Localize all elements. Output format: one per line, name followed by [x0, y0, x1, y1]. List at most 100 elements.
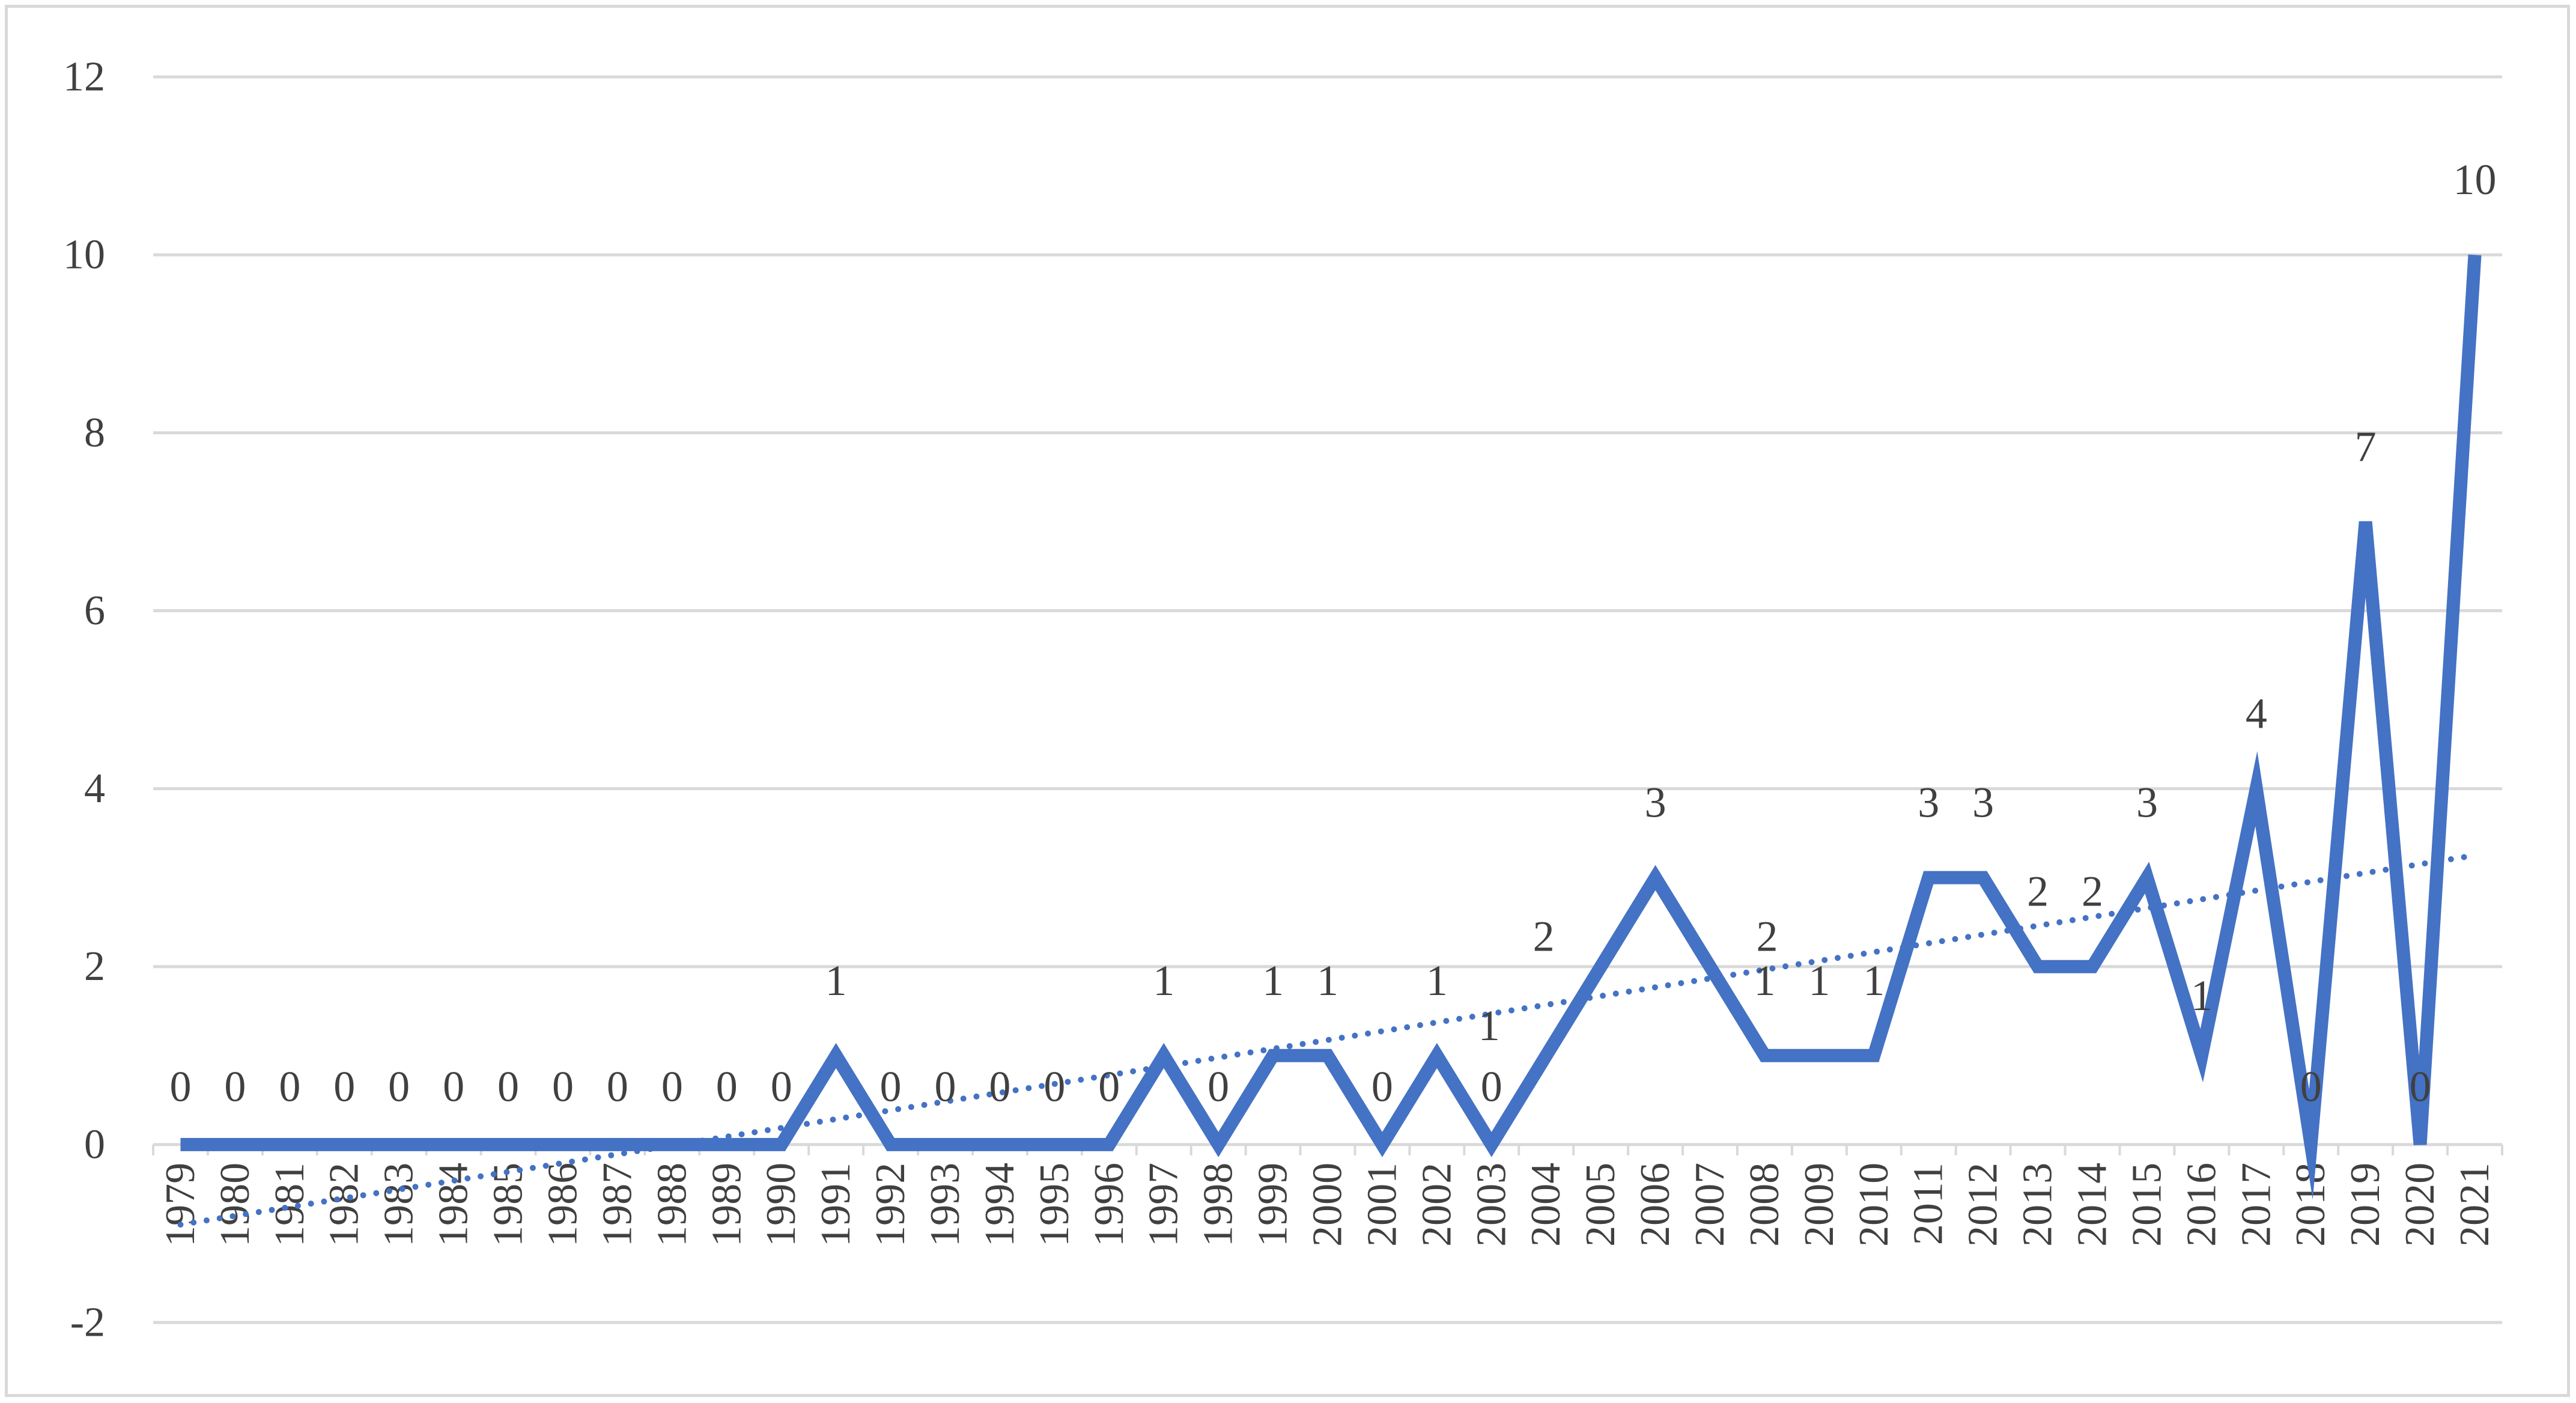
data-label: 0	[1043, 1063, 1065, 1111]
data-label: 0	[771, 1063, 792, 1111]
data-label: 3	[2136, 779, 2158, 827]
data-label: 0	[607, 1063, 628, 1111]
x-axis-tick-labels: 1979 1980 1981 1982 1983 1984 1985 1986 1987 1988…	[157, 1163, 2498, 1247]
x-tick-label: 1991	[813, 1163, 859, 1247]
x-tick-label: 1986	[539, 1163, 586, 1247]
x-tick-label: 1998	[1195, 1163, 1242, 1247]
x-tick-label: 2011	[1906, 1163, 1952, 1245]
x-tick-label: 2015	[2124, 1163, 2170, 1247]
x-tick-label: 2001	[1359, 1163, 1405, 1247]
data-label: 2	[2082, 868, 2103, 916]
data-label: 7	[2355, 422, 2377, 470]
y-tick-label: 10	[63, 232, 105, 278]
x-tick-label: 1994	[977, 1163, 1023, 1247]
data-label: 1	[1262, 957, 1284, 1005]
x-tick-label: 2004	[1523, 1163, 1569, 1247]
x-tick-label: 1990	[758, 1163, 804, 1247]
data-label: 1	[2191, 972, 2213, 1020]
data-label: 3	[1918, 779, 1939, 827]
data-label: 0	[661, 1063, 683, 1111]
y-tick-label: 12	[63, 54, 105, 100]
data-label: 0	[1481, 1063, 1502, 1111]
x-tick-label: 2005	[1578, 1163, 1624, 1247]
data-label: 0	[552, 1063, 574, 1111]
data-label: 0	[333, 1063, 355, 1111]
x-tick-label: 2021	[2452, 1163, 2498, 1247]
x-tick-label: 2009	[1796, 1163, 1842, 1247]
y-tick-label: 4	[84, 765, 105, 812]
data-label: 2	[1533, 913, 1555, 961]
y-tick-label: 8	[84, 410, 105, 456]
x-tick-label: 1981	[267, 1163, 313, 1247]
x-tick-label: 2008	[1742, 1163, 1788, 1247]
x-tick-label: 1993	[922, 1163, 968, 1247]
data-label: 0	[934, 1063, 956, 1111]
data-label: 1	[1808, 957, 1830, 1005]
data-label: 1	[1478, 1002, 1500, 1050]
data-label: 1	[825, 957, 847, 1005]
y-tick-label: 6	[84, 588, 105, 634]
y-tick-label: 2	[84, 943, 105, 990]
data-label: 2	[1757, 913, 1778, 961]
x-tick-label: 1999	[1250, 1163, 1296, 1247]
chart-area	[5, 5, 2570, 1397]
data-label: 0	[1372, 1063, 1393, 1111]
data-label: 1	[1317, 957, 1338, 1005]
series-polyline	[180, 254, 2482, 1200]
x-tick-label: 1992	[867, 1163, 914, 1247]
data-label: 0	[497, 1063, 519, 1111]
x-tick-label: 1995	[1031, 1163, 1078, 1247]
data-label: 1	[1426, 957, 1448, 1005]
x-tick-label: 1988	[649, 1163, 695, 1247]
data-label: 10	[2453, 156, 2497, 204]
y-axis-tick-labels: -2 0 2 4 6 8 10 12	[63, 54, 105, 1346]
x-tick-label: 2003	[1468, 1163, 1514, 1247]
x-tick-label: 2006	[1632, 1163, 1678, 1247]
data-label: 1	[1863, 957, 1885, 1005]
data-label: 0	[989, 1063, 1010, 1111]
data-label: 0	[388, 1063, 410, 1111]
y-tick-label: -2	[70, 1300, 105, 1346]
data-label: 0	[2410, 1063, 2431, 1111]
data-label: 1	[1754, 957, 1775, 1005]
x-tick-label: 1996	[1086, 1163, 1132, 1247]
x-tick-label: 2007	[1687, 1163, 1733, 1247]
y-tick-label: 0	[84, 1121, 105, 1167]
data-label: 2	[2027, 868, 2049, 916]
x-tick-label: 2017	[2233, 1163, 2279, 1247]
data-label: 0	[716, 1063, 738, 1111]
x-tick-label: 1979	[157, 1163, 204, 1247]
x-tick-label: 1997	[1141, 1163, 1187, 1247]
data-label: 4	[2246, 690, 2267, 738]
data-label: 3	[1972, 779, 1994, 827]
x-tick-label: 2000	[1305, 1163, 1351, 1247]
x-tick-label: 2019	[2342, 1163, 2389, 1247]
data-label: 3	[1645, 779, 1666, 827]
x-tick-label: 2016	[2178, 1163, 2225, 1247]
series-line	[180, 254, 2482, 1200]
data-label: 0	[279, 1063, 300, 1111]
x-tick-label: 1987	[594, 1163, 640, 1247]
data-label: 0	[2300, 1063, 2322, 1111]
data-label: 0	[1098, 1063, 1120, 1111]
x-tick-label: 2014	[2070, 1163, 2116, 1247]
x-tick-label: 2002	[1414, 1163, 1460, 1247]
gridlines	[152, 75, 2503, 1324]
data-label: 0	[443, 1063, 464, 1111]
x-tick-label: 1989	[703, 1163, 750, 1247]
data-label: 1	[1153, 957, 1174, 1005]
x-tick-label: 1984	[431, 1163, 477, 1247]
x-tick-label: 1982	[321, 1163, 368, 1247]
trendline-line	[177, 852, 2478, 1228]
x-tick-label: 1983	[376, 1163, 422, 1247]
x-tick-label: 2020	[2397, 1163, 2443, 1247]
x-tick-label: 1980	[212, 1163, 258, 1247]
data-label: 0	[880, 1063, 902, 1111]
x-tick-label: 2013	[2015, 1163, 2061, 1247]
x-tick-label: 2012	[1960, 1163, 2006, 1247]
x-tick-label: 2010	[1851, 1163, 1897, 1247]
data-label: 0	[224, 1063, 246, 1111]
data-label: 0	[1208, 1063, 1229, 1111]
